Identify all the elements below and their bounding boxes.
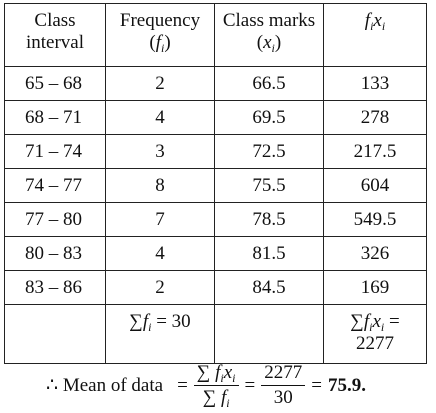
symbol: x [263,32,272,53]
subscript: i [370,19,374,33]
paren: ) [164,32,171,53]
cell [214,304,324,364]
cell: 217.5 [323,134,427,169]
symbol: f [142,311,149,332]
mean-label: ∴ Mean of data [46,375,164,396]
class-interval: 80 – 83 [4,236,106,271]
fraction: 2277 30 [261,363,306,408]
cell: 7 [105,202,215,237]
total-frequency: ∑fi = 30 [105,304,215,364]
symbol: f [220,387,227,408]
total-row: ∑fi = 30 ∑fixi = 2277 [4,304,427,364]
class-interval: 68 – 71 [4,100,106,135]
cell: 604 [323,168,427,203]
subscript: i [220,371,224,385]
cell: 69.5 [214,100,324,135]
class-interval: 83 – 86 [4,270,106,305]
header-text: Class [34,10,76,31]
class-interval: 74 – 77 [4,168,106,203]
symbol: f [155,32,161,53]
table-row: 80 – 83 4 81.5 326 [4,236,427,271]
symbol: f [215,362,221,383]
sigma: ∑ [202,387,217,408]
cell: 133 [323,66,427,101]
total-fx: ∑fixi = 2277 [323,304,427,364]
fraction: ∑ fixi ∑ fi [193,362,239,410]
cell: 326 [323,236,427,271]
class-interval: 65 – 68 [4,66,106,101]
numerator: 2277 [261,363,306,386]
cell: 78.5 [214,202,324,237]
equals: = [388,311,400,332]
header-text: interval [25,32,85,53]
subscript: i [380,320,385,334]
sigma: ∑ [129,311,143,332]
subscript: i [148,320,152,334]
table-row: 68 – 71 4 69.5 278 [4,100,427,135]
equals: = [244,374,256,396]
header-cell: fixi [323,3,427,67]
table-row: 83 – 86 2 84.5 169 [4,270,427,305]
paren: ) [274,32,282,53]
equals: = [311,374,322,396]
sigma: ∑ [350,311,364,332]
subscript: i [232,371,236,385]
cell: 2 [105,270,215,305]
cell: 4 [105,236,215,271]
cell: 72.5 [214,134,324,169]
table-body: 65 – 68 2 66.5 133 68 – 71 4 69.5 278 71 – 74 3 72… [4,66,427,305]
mean-result: 75.9. [327,374,366,396]
class-interval: 71 – 74 [4,134,106,169]
symbol: f [364,10,371,31]
cell: 84.5 [214,270,324,305]
symbol: x [372,311,381,332]
cell [4,304,106,364]
cell: 549.5 [323,202,427,237]
denominator: ∑ fi [202,386,230,410]
table-row: 74 – 77 8 75.5 604 [4,168,427,203]
cell: 169 [323,270,427,305]
cell: 4 [105,100,215,135]
cell: 81.5 [214,236,324,271]
header-cell: Class marks (xi) [214,3,324,67]
cell: 278 [323,100,427,135]
symbol: f [363,311,370,332]
table-row: 65 – 68 2 66.5 133 [4,66,427,101]
subscript: i [226,396,230,410]
paren: ( [256,32,264,53]
table-row: 77 – 80 7 78.5 549.5 [4,202,427,237]
header-text: Class marks [222,10,316,31]
equals: = [177,374,188,396]
subscript: i [369,320,373,334]
denominator: 30 [273,387,293,408]
total-value: 2277 [356,333,394,354]
total-value: = 30 [156,311,191,332]
subscript: i [381,19,386,33]
cell: 3 [105,134,215,169]
numerator: ∑ fixi [193,362,239,386]
symbol: x [373,10,382,31]
header-cell: Frequency (fi) [105,3,215,67]
cell: 75.5 [214,168,324,203]
header-cell: Class interval [4,3,106,67]
cell: 8 [105,168,215,203]
header-row: Class interval Frequency (fi) Class mark… [4,3,427,67]
subscript: i [160,41,165,55]
data-table: Class interval Frequency (fi) Class mark… [4,3,427,364]
class-interval: 77 – 80 [4,202,106,237]
table-row: 71 – 74 3 72.5 217.5 [4,134,427,169]
header-text: Frequency [119,10,201,31]
paren: ( [149,32,156,53]
mean-line: ∴ Mean of data = ∑ fixi ∑ fi = 2277 30 =… [46,362,366,410]
cell: 66.5 [214,66,324,101]
subscript: i [271,41,275,55]
symbol: x [223,362,233,383]
cell: 2 [105,66,215,101]
sigma: ∑ [196,362,211,383]
